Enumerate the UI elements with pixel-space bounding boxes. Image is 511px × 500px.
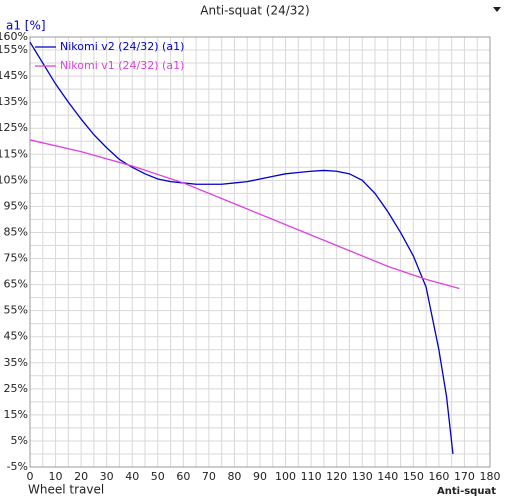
plot-border xyxy=(29,36,491,468)
y-tick-label: 85% xyxy=(4,225,28,238)
x-tick-label: 40 xyxy=(125,470,139,483)
x-axis-label: Wheel travel xyxy=(28,483,104,497)
x-tick-label: 20 xyxy=(74,470,88,483)
y-tick-label: 15% xyxy=(4,408,28,421)
x-tick-label: 70 xyxy=(202,470,216,483)
x-tick-label: 170 xyxy=(454,470,475,483)
series-line xyxy=(29,41,454,455)
x-tick-label: 80 xyxy=(227,470,241,483)
x-tick-label: 180 xyxy=(480,470,501,483)
y-tick-label: -5% xyxy=(7,460,28,473)
x-tick-label: 10 xyxy=(49,470,63,483)
y-axis-label: a1 [%] xyxy=(6,19,46,33)
y-tick-label: 155% xyxy=(0,43,28,56)
x-tick-label: 160 xyxy=(428,470,449,483)
y-tick-label: 25% xyxy=(4,382,28,395)
x-tick-label: 100 xyxy=(275,470,296,483)
y-tick-label: 135% xyxy=(0,95,28,108)
x-tick-label: 30 xyxy=(100,470,114,483)
x-tick-label: 60 xyxy=(176,470,190,483)
y-tick-label: 45% xyxy=(4,330,28,343)
y-tick-label: 65% xyxy=(4,278,28,291)
y-tick-label: 5% xyxy=(11,434,28,447)
x-tick-label: 140 xyxy=(377,470,398,483)
corner-label: Anti-squat xyxy=(437,486,496,497)
x-tick-label: 50 xyxy=(151,470,165,483)
x-tick-label: 150 xyxy=(403,470,424,483)
x-tick-label: 0 xyxy=(27,470,34,483)
x-tick-label: 110 xyxy=(301,470,322,483)
x-tick-label: 90 xyxy=(253,470,267,483)
dropdown-arrow[interactable] xyxy=(493,7,501,12)
y-tick-label: 125% xyxy=(0,121,28,134)
x-tick-label: 130 xyxy=(352,470,373,483)
y-tick-label: 55% xyxy=(4,304,28,317)
legend-label: Nikomi v1 (24/32) (a1) xyxy=(60,59,184,72)
y-tick-label: 105% xyxy=(0,173,28,186)
y-tick-label: 75% xyxy=(4,252,28,265)
x-tick-label: 120 xyxy=(326,470,347,483)
y-tick-label: 115% xyxy=(0,147,28,160)
legend-label: Nikomi v2 (24/32) (a1) xyxy=(60,40,184,53)
series-line xyxy=(29,139,460,290)
y-tick-label: 95% xyxy=(4,199,28,212)
y-tick-label: 160% xyxy=(0,30,28,43)
chart-title: Anti-squat (24/32) xyxy=(200,4,309,18)
y-tick-label: 35% xyxy=(4,356,28,369)
y-tick-label: 145% xyxy=(0,69,28,82)
